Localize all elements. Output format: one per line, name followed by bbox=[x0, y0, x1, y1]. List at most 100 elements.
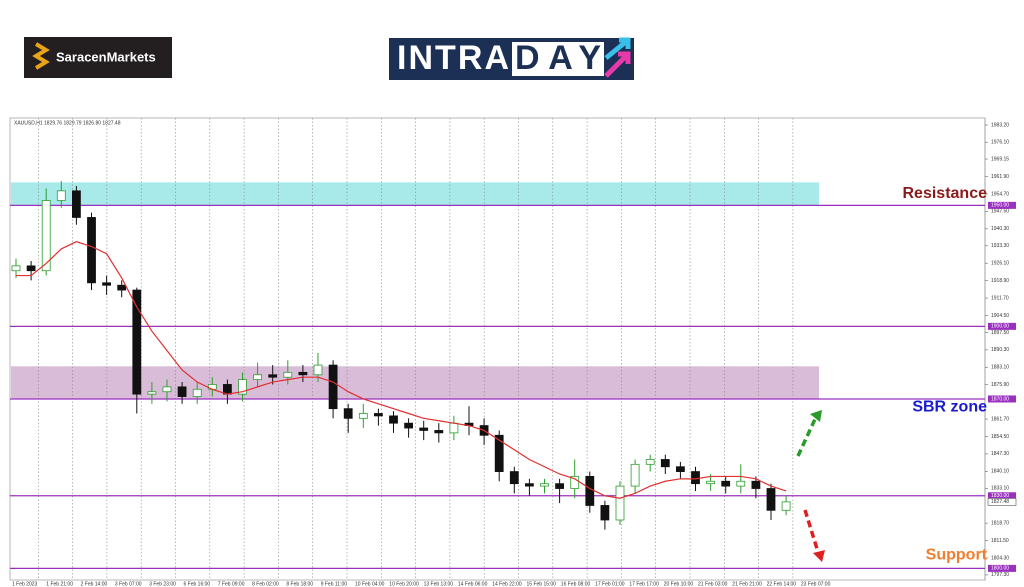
candle-body bbox=[449, 422, 459, 434]
y-tick-label: 1918.90 bbox=[991, 278, 1009, 284]
x-tick-label: 13 Feb 13:00 bbox=[424, 581, 454, 587]
y-tick-label: 1904.50 bbox=[991, 313, 1009, 319]
annotation: Resistance bbox=[903, 185, 988, 202]
candle-body bbox=[177, 386, 187, 397]
candle-body bbox=[132, 289, 142, 395]
x-tick-label: 7 Feb 09:00 bbox=[218, 581, 245, 587]
x-tick-label: 3 Feb 23:00 bbox=[149, 581, 176, 587]
candle-body bbox=[691, 471, 700, 485]
banner-arrow-blue bbox=[604, 37, 631, 60]
plot: 1 Feb 2023 1 Feb 21:00 2 Feb 14:00 3 Feb 07… bbox=[10, 118, 1017, 587]
x-tick-label: 1 Feb 2023 bbox=[12, 581, 38, 587]
y-tick-label: 1818.70 bbox=[991, 520, 1009, 526]
level-label: 1950.00 bbox=[991, 203, 1009, 209]
annotation: SBR zone bbox=[912, 399, 987, 416]
level-label: 1800.00 bbox=[991, 566, 1009, 572]
candle-body bbox=[570, 476, 580, 489]
x-tick-label: 2 Feb 14:00 bbox=[81, 581, 108, 587]
y-tick-label: 1940.30 bbox=[991, 226, 1009, 232]
candle-body bbox=[600, 505, 610, 521]
candle-body bbox=[645, 459, 655, 465]
x-tick-label: 8 Feb 18:00 bbox=[286, 581, 313, 587]
candle-body bbox=[358, 413, 368, 419]
candle-body bbox=[11, 265, 21, 272]
x-tick-label: 1 Feb 21:00 bbox=[46, 581, 73, 587]
level-label: 1830.00 bbox=[991, 493, 1009, 499]
candle-body bbox=[630, 463, 640, 487]
arrow-up bbox=[796, 416, 818, 457]
x-tick-label: 21 Feb 03:00 bbox=[698, 581, 728, 587]
y-tick-label: 1861.70 bbox=[991, 416, 1009, 422]
y-tick-label: 1811.50 bbox=[991, 538, 1009, 544]
y-tick-label: 1926.10 bbox=[991, 261, 1009, 267]
x-tick-label: 10 Feb 04:00 bbox=[355, 581, 385, 587]
level-tag bbox=[988, 564, 1016, 572]
x-tick-label: 23 Feb 07:00 bbox=[801, 581, 831, 587]
y-tick-label: 1833.10 bbox=[991, 486, 1009, 492]
y-tick-label: 1797.30 bbox=[991, 572, 1009, 578]
candle-body bbox=[26, 265, 36, 272]
candle-body bbox=[736, 480, 746, 487]
candle-body bbox=[102, 282, 111, 286]
y-tick-label: 1840.10 bbox=[991, 469, 1009, 475]
candle-body bbox=[56, 190, 66, 201]
candle-body bbox=[781, 501, 791, 511]
annotation: Support bbox=[926, 546, 988, 563]
candle-body bbox=[540, 483, 549, 487]
candle-body bbox=[660, 459, 670, 468]
level-label: 1900.00 bbox=[991, 324, 1009, 330]
y-tick-label: 1976.10 bbox=[991, 140, 1009, 146]
brand-logo: SaracenMarkets bbox=[24, 37, 172, 78]
candle-body bbox=[147, 391, 157, 395]
candle-body bbox=[434, 430, 444, 434]
level-tag bbox=[988, 201, 1016, 209]
y-tick-label: 1911.70 bbox=[991, 295, 1009, 301]
candle-body bbox=[766, 488, 776, 511]
y-tick-label: 1933.30 bbox=[991, 243, 1009, 249]
last-price-tag bbox=[987, 498, 1017, 506]
candle-body bbox=[389, 415, 398, 424]
candle-body bbox=[373, 413, 383, 417]
zone bbox=[11, 366, 819, 399]
candle-body bbox=[676, 466, 685, 472]
candle-body bbox=[117, 284, 127, 291]
logo-icon bbox=[32, 42, 50, 70]
candle-body bbox=[162, 386, 172, 393]
candle-body bbox=[192, 388, 202, 397]
intraday-banner: INTRA DAY bbox=[389, 37, 634, 80]
x-tick-label: 14 Feb 22:00 bbox=[492, 581, 522, 587]
candle-body bbox=[751, 480, 761, 489]
candle-body bbox=[419, 427, 429, 431]
y-tick-label: 1954.70 bbox=[991, 191, 1009, 197]
candle-body bbox=[238, 379, 247, 395]
y-tick-label: 1854.50 bbox=[991, 434, 1009, 440]
symbol-info: XAUUSD,H1 1829.76 1829.79 1826.80 1827.4… bbox=[14, 120, 121, 126]
y-tick-label: 1883.10 bbox=[991, 365, 1009, 371]
arrow-down-head bbox=[813, 550, 825, 562]
x-tick-label: 15 Feb 15:00 bbox=[527, 581, 557, 587]
x-tick-label: 22 Feb 14:00 bbox=[767, 581, 797, 587]
x-tick-label: 6 Feb 16:00 bbox=[184, 581, 211, 587]
y-tick-label: 1969.15 bbox=[991, 156, 1009, 162]
candle-body bbox=[615, 485, 625, 521]
candle-body bbox=[268, 374, 278, 378]
banner-left: INTRA bbox=[397, 39, 509, 77]
candle-body bbox=[87, 217, 96, 284]
level-label: 1870.00 bbox=[991, 396, 1009, 402]
last-price-label: 1827.48 bbox=[991, 499, 1009, 505]
x-tick-label: 16 Feb 08:00 bbox=[561, 581, 591, 587]
y-tick-label: 1875.90 bbox=[991, 382, 1009, 388]
candle-body bbox=[283, 371, 293, 378]
candle-body bbox=[509, 471, 519, 485]
y-tick-label: 1897.50 bbox=[991, 330, 1009, 336]
moving-average bbox=[16, 241, 787, 499]
candle-body bbox=[555, 483, 564, 489]
banner-arrow-pink bbox=[604, 51, 631, 78]
x-tick-label: 14 Feb 06:00 bbox=[458, 581, 488, 587]
x-tick-label: 17 Feb 01:00 bbox=[595, 581, 625, 587]
candle-body bbox=[41, 200, 51, 272]
candle-body bbox=[313, 364, 323, 376]
candle-body bbox=[328, 364, 338, 410]
candle-body bbox=[298, 371, 308, 376]
